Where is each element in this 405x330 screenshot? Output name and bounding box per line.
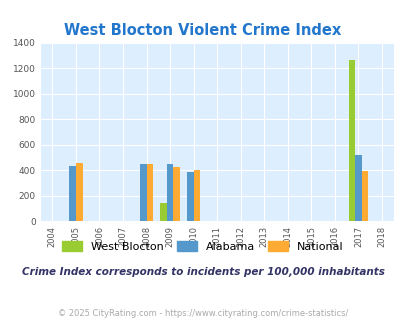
Bar	[173, 167, 179, 221]
Bar	[160, 203, 166, 221]
Bar	[76, 163, 82, 221]
Text: Crime Index corresponds to incidents per 100,000 inhabitants: Crime Index corresponds to incidents per…	[21, 267, 384, 277]
Bar	[354, 155, 361, 221]
Bar	[187, 172, 193, 221]
Bar	[69, 166, 76, 221]
Text: West Blocton Violent Crime Index: West Blocton Violent Crime Index	[64, 23, 341, 38]
Bar	[193, 170, 200, 221]
Bar	[140, 164, 146, 221]
Bar	[146, 164, 153, 221]
Text: © 2025 CityRating.com - https://www.cityrating.com/crime-statistics/: © 2025 CityRating.com - https://www.city…	[58, 309, 347, 318]
Bar	[361, 171, 367, 221]
Bar	[348, 60, 354, 221]
Bar	[166, 164, 173, 221]
Legend: West Blocton, Alabama, National: West Blocton, Alabama, National	[58, 237, 347, 256]
